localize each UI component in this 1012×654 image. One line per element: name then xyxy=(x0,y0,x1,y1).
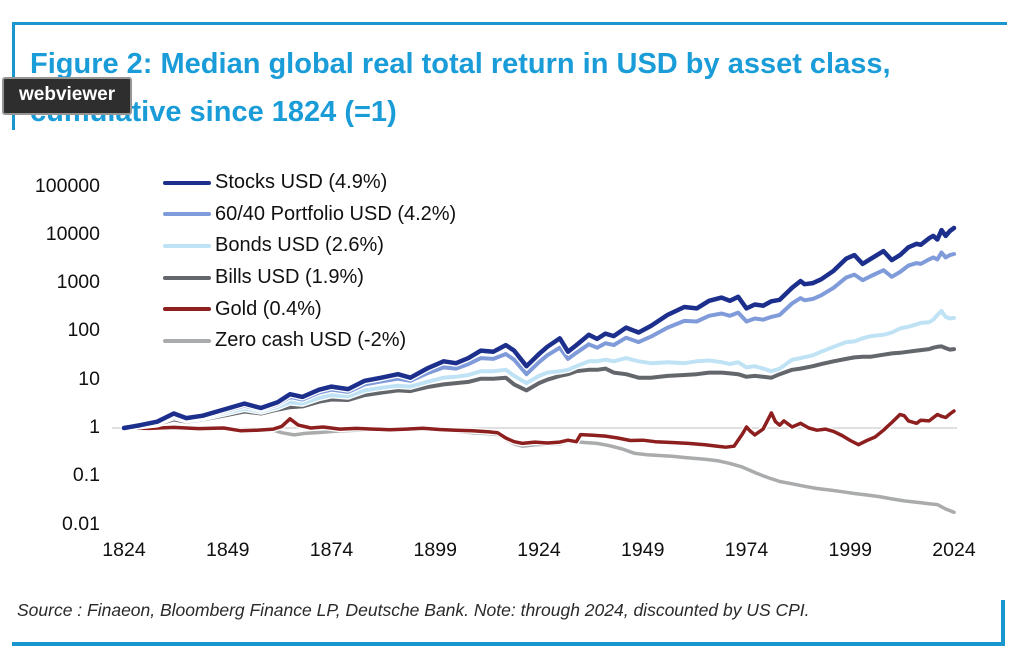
legend-label: Bills USD (1.9%) xyxy=(215,266,364,289)
legend-label: Gold (0.4%) xyxy=(215,297,322,320)
y-tick-label: 10000 xyxy=(45,222,100,245)
frame-right-border xyxy=(1001,600,1005,646)
y-tick-label: 0.01 xyxy=(62,512,100,535)
legend-item: Zero cash USD (-2%) xyxy=(163,325,456,357)
frame-bottom-border xyxy=(12,642,1004,646)
legend-swatch-line xyxy=(163,338,211,343)
source-note: Source : Finaeon, Bloomberg Finance LP, … xyxy=(17,600,810,620)
legend-item: Stocks USD (4.9%) xyxy=(163,167,456,199)
legend-item: 60/40 Portfolio USD (4.2%) xyxy=(163,199,456,231)
frame-top-border xyxy=(12,22,1007,25)
legend-label: 60/40 Portfolio USD (4.2%) xyxy=(215,202,457,225)
legend-label: Stocks USD (4.9%) xyxy=(215,171,388,194)
frame-left-border xyxy=(12,22,15,130)
legend-item: Gold (0.4%) xyxy=(163,293,456,325)
y-tick-label: 100 xyxy=(67,319,100,342)
series-line-zero xyxy=(122,425,956,515)
x-tick-label: 1924 xyxy=(517,539,561,561)
y-tick-label: 100000 xyxy=(34,174,100,197)
legend-label: Bonds USD (2.6%) xyxy=(215,234,384,257)
x-tick-label: 1949 xyxy=(621,539,665,561)
x-tick-label: 1999 xyxy=(828,539,872,561)
x-tick-label: 1874 xyxy=(309,539,354,561)
legend-swatch-line xyxy=(163,307,211,312)
legend-swatch-line xyxy=(163,180,211,185)
legend-swatch-line xyxy=(163,275,211,280)
series-line-stocks xyxy=(121,225,957,431)
series-line-gold xyxy=(122,409,956,449)
x-tick-label: 1849 xyxy=(206,539,250,561)
y-tick-label: 1 xyxy=(89,416,100,438)
legend-swatch-line xyxy=(163,243,211,248)
chart-legend: Stocks USD (4.9%) 60/40 Portfolio USD (4.… xyxy=(163,167,456,357)
x-tick-label: 1899 xyxy=(413,539,457,561)
y-tick-label: 10 xyxy=(78,367,100,390)
x-tick-label: 2024 xyxy=(932,539,976,561)
figure-title: Figure 2: Median global real total retur… xyxy=(30,48,891,128)
legend-item: Bills USD (1.9%) xyxy=(163,262,456,294)
y-tick-label: 1000 xyxy=(56,271,100,294)
x-tick-label: 1824 xyxy=(102,539,146,561)
x-tick-label: 1974 xyxy=(724,539,769,561)
webviewer-badge-label: webviewer xyxy=(19,84,116,105)
legend-item: Bonds USD (2.6%) xyxy=(163,230,456,262)
y-tick-label: 0.1 xyxy=(72,464,100,487)
legend-swatch-line xyxy=(163,212,211,217)
series-line-bonds xyxy=(122,309,956,430)
series-line-bills xyxy=(122,344,956,430)
legend-label: Zero cash USD (-2%) xyxy=(215,329,407,352)
webviewer-badge: webviewer xyxy=(2,77,133,115)
